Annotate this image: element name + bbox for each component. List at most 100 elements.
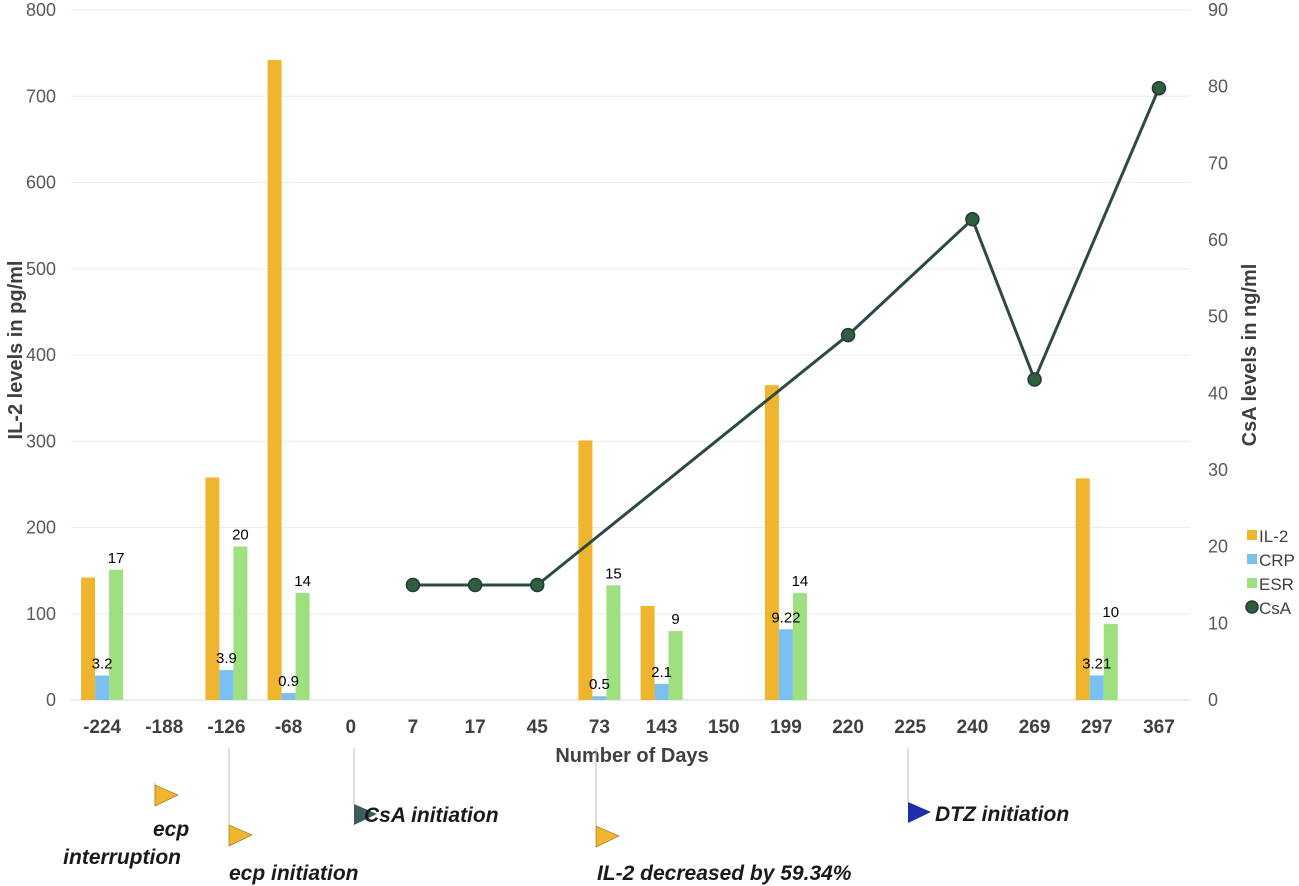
y-tick-label: 100	[26, 604, 56, 624]
x-tick-label: 297	[1081, 717, 1113, 738]
csa-line-series	[405, 80, 1167, 593]
y-axis-title: IL-2 levels in pg/ml	[5, 261, 27, 440]
left-axis-ticks: 0 100 200 300 400 500 600 700 800	[26, 0, 56, 710]
y2-tick-label: 40	[1208, 383, 1228, 403]
x-tick-label: 73	[589, 717, 610, 738]
bar-il2	[81, 577, 96, 700]
svg-text:ecp interruption: ecp interruption	[63, 818, 195, 869]
y-tick-label: 800	[26, 0, 56, 20]
y2-tick-label: 50	[1208, 307, 1228, 327]
y2-tick-label: 10	[1208, 613, 1228, 633]
legend-swatch-crp	[1247, 554, 1257, 564]
bar-il2	[764, 385, 779, 700]
annotation-csa-initiation: CsA initiation	[353, 748, 499, 827]
bar-crp	[1089, 675, 1104, 700]
bar-il2	[640, 605, 655, 700]
legend-swatch-il2	[1247, 530, 1257, 540]
y-tick-label: 0	[46, 690, 56, 710]
x-tick-label: 269	[1019, 717, 1051, 738]
right-axis-ticks: 0 10 20 30 40 50 60 70 80 90	[1208, 0, 1228, 710]
x-axis-ticks: -224 -188 -126 -68 0 7 17 45 73 143 150 199 220 225 24…	[83, 717, 1175, 738]
data-label-esr: 14	[294, 573, 311, 590]
y-tick-label: 500	[26, 259, 56, 279]
csa-line	[412, 87, 1161, 587]
y-tick-label: 400	[26, 345, 56, 365]
x-tick-label: 150	[708, 717, 740, 738]
y-tick-label: 300	[26, 431, 56, 451]
y-tick-label: 200	[26, 518, 56, 538]
y2-axis-title: CsA levels in ng/ml	[1239, 264, 1261, 447]
x-tick-label: 220	[832, 717, 864, 738]
legend-label-crp: CRP	[1259, 551, 1295, 570]
triangle-marker-icon	[908, 802, 931, 823]
csa-point	[467, 577, 483, 593]
x-tick-label: 367	[1143, 717, 1175, 738]
annotation-il2-decrease: IL-2 decreased by 59.34%	[595, 748, 852, 885]
data-label-crp: 2.1	[651, 664, 672, 681]
data-label-crp: 3.21	[1082, 655, 1111, 672]
data-label-esr: 10	[1102, 604, 1119, 621]
triangle-marker-icon	[595, 825, 620, 848]
data-label-crp: 0.9	[278, 673, 299, 690]
x-tick-label: 199	[770, 717, 802, 738]
x-tick-label: -68	[275, 717, 302, 738]
bar-esr	[792, 593, 807, 700]
x-tick-label: 7	[408, 717, 419, 738]
x-tick-label: 45	[527, 717, 549, 738]
bar-il2	[1075, 478, 1090, 700]
annotation-text: ecp initiation	[229, 862, 359, 885]
gridlines	[71, 9, 1190, 615]
data-label-esr: 9	[671, 611, 679, 628]
x-tick-label: 225	[894, 717, 926, 738]
bar-crp	[219, 670, 234, 700]
y2-tick-label: 20	[1208, 537, 1228, 557]
bar-esr	[233, 546, 248, 700]
annotation-text-interruption: interruption	[63, 846, 181, 869]
x-axis-title: Number of Days	[555, 745, 708, 767]
csa-point	[1151, 80, 1167, 96]
triangle-marker-icon	[228, 824, 253, 847]
bars	[81, 60, 1118, 700]
data-label-crp: 9.22	[771, 609, 800, 626]
bar-crp	[654, 683, 669, 700]
legend-marker-csa	[1245, 600, 1259, 614]
annotation-ecp-initiation: ecp initiation	[228, 748, 359, 885]
annotation-text: DTZ initiation	[935, 803, 1069, 826]
bar-crp	[778, 629, 793, 700]
triangle-marker-icon	[154, 784, 179, 807]
timeline-annotations: ecp interruption ecp initiation CsA init…	[63, 748, 1069, 885]
bar-crp	[592, 696, 607, 700]
bar-esr	[1103, 624, 1118, 700]
y2-tick-label: 90	[1208, 0, 1228, 20]
data-label-crp: 0.5	[589, 676, 610, 693]
bar-il2	[205, 477, 220, 700]
triangle-marker-icon	[354, 804, 377, 825]
x-tick-label: 143	[646, 717, 678, 738]
x-tick-label: 17	[465, 717, 486, 738]
bar-data-labels: 3.2 3.9 0.9 0.5 2.1 9.22 3.21 17 20 14 15 9 14 10	[92, 526, 1119, 693]
csa-point	[405, 577, 421, 593]
legend-swatch-esr	[1247, 578, 1257, 588]
y-tick-label: 700	[26, 86, 56, 106]
y2-tick-label: 30	[1208, 460, 1228, 480]
x-tick-label: 240	[957, 717, 989, 738]
bar-crp	[95, 675, 110, 700]
annotation-text-ecp: ecp	[153, 818, 189, 841]
bar-esr	[606, 585, 621, 700]
bar-crp	[281, 693, 296, 700]
bar-esr	[295, 593, 310, 700]
bar-il2	[267, 60, 282, 700]
bar-esr	[668, 631, 683, 700]
data-label-esr: 17	[108, 550, 125, 567]
y2-tick-label: 0	[1208, 690, 1218, 710]
bar-il2	[578, 440, 593, 700]
bar-esr	[109, 569, 124, 700]
data-label-crp: 3.2	[92, 656, 113, 673]
y-tick-label: 600	[26, 173, 56, 193]
data-label-esr: 14	[792, 573, 809, 590]
data-label-crp: 3.9	[216, 650, 237, 667]
annotation-ecp-interruption: ecp interruption	[63, 783, 195, 869]
y2-tick-label: 60	[1208, 230, 1228, 250]
annotation-dtz-initiation: DTZ initiation	[907, 748, 1069, 826]
